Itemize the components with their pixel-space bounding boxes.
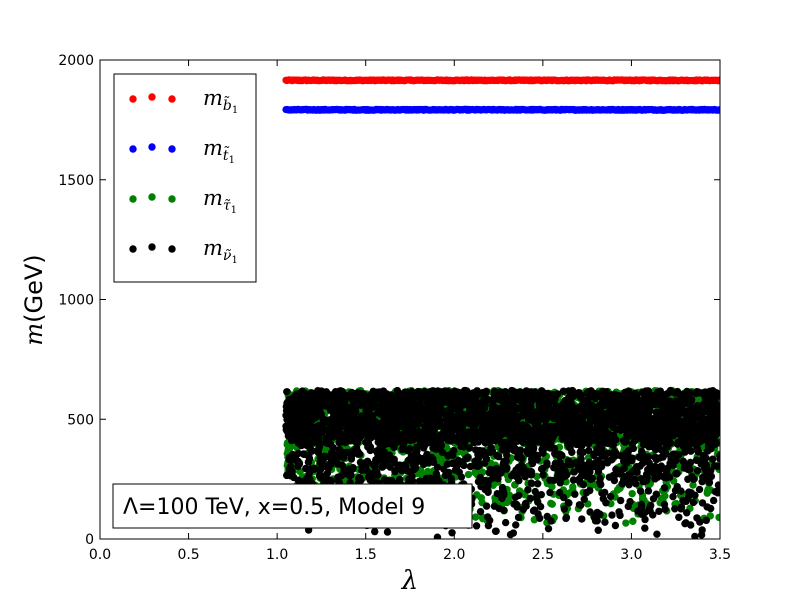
data-point (606, 492, 615, 501)
data-point (652, 490, 661, 498)
series-t̃ (282, 105, 720, 114)
data-point (471, 513, 480, 521)
data-point (709, 496, 718, 505)
data-point (628, 489, 636, 498)
data-point (383, 528, 392, 536)
data-point (671, 486, 680, 495)
data-point (316, 459, 324, 467)
data-point (565, 499, 573, 507)
data-point (546, 488, 554, 497)
data-point (675, 513, 683, 521)
data-point (641, 515, 649, 524)
data-point (629, 517, 637, 525)
data-point (294, 476, 302, 484)
data-point (477, 494, 486, 502)
data-point (612, 436, 620, 444)
data-point (571, 490, 579, 498)
data-point (536, 514, 544, 522)
data-point (477, 482, 485, 491)
data-point (683, 509, 691, 517)
data-point (500, 506, 508, 515)
data-point (715, 513, 720, 522)
data-point (660, 484, 669, 492)
data-point (671, 505, 679, 513)
data-point (555, 488, 564, 497)
data-point (527, 468, 536, 476)
data-point (704, 485, 712, 494)
data-point (289, 404, 297, 413)
data-point (693, 467, 702, 475)
data-point (560, 505, 569, 513)
data-point (656, 471, 665, 480)
data-point (689, 481, 697, 489)
data-point (542, 398, 550, 406)
data-point (358, 412, 366, 420)
data-point (543, 512, 551, 521)
data-point (672, 470, 681, 478)
data-point (472, 522, 481, 530)
data-point (655, 507, 663, 515)
data-point (618, 480, 626, 488)
data-point (399, 441, 407, 450)
data-point (624, 502, 632, 511)
data-point (695, 485, 704, 494)
data-point (490, 502, 499, 510)
data-point (325, 464, 333, 472)
data-point (702, 516, 710, 525)
data-point (464, 470, 473, 479)
data-point (578, 515, 586, 523)
data-point (443, 460, 452, 468)
data-point (491, 527, 500, 535)
data-point (711, 487, 720, 496)
data-point (476, 507, 485, 516)
data-point (716, 106, 720, 114)
data-point (653, 530, 661, 538)
data-points (282, 76, 720, 539)
data-point (651, 453, 659, 461)
data-point (616, 496, 625, 505)
data-point (593, 445, 601, 453)
data-point (534, 480, 542, 488)
data-point (613, 486, 622, 494)
data-point (509, 529, 518, 537)
data-point (505, 491, 514, 499)
data-point (304, 458, 313, 466)
data-point (285, 455, 293, 464)
data-point (716, 76, 720, 84)
data-point (616, 452, 625, 460)
data-point (690, 475, 698, 483)
data-point (501, 518, 510, 527)
data-point (622, 519, 630, 527)
data-point (644, 487, 653, 495)
data-point (411, 449, 420, 458)
data-point (371, 527, 379, 536)
data-point (594, 526, 602, 534)
data-point (637, 500, 646, 509)
data-point (651, 445, 660, 454)
data-point (347, 455, 356, 463)
data-point (608, 511, 616, 519)
data-point (586, 486, 594, 495)
series-b̃ (282, 76, 720, 85)
data-point (570, 468, 578, 476)
data-point (450, 459, 458, 467)
data-point (527, 479, 535, 487)
data-point (284, 446, 292, 454)
data-point (544, 524, 553, 533)
data-point (548, 500, 556, 508)
data-point (641, 524, 649, 532)
data-point (424, 467, 432, 476)
data-point (539, 464, 547, 472)
data-point (283, 388, 291, 396)
data-point (285, 464, 294, 473)
